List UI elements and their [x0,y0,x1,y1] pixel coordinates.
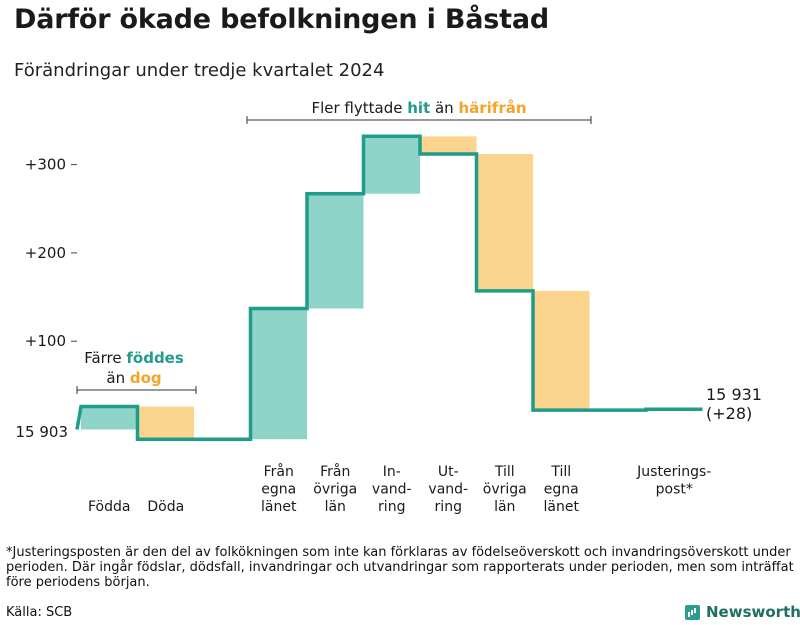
bar-6 [420,136,477,155]
x-label-7-0: Till [494,464,515,480]
footnote: *Justeringsposten är den del av folkökni… [6,545,794,590]
x-label-4-1: övriga [313,482,357,498]
migration-annotation-middle: än [430,99,458,117]
births-annotation-an: än [106,369,129,387]
end-value-label: 15 931 (+28) [706,385,767,423]
x-label-8-0: Till [550,464,571,480]
x-label-7-2: län [494,499,515,515]
x-label-6-1: vand- [428,482,468,498]
chart-bars [81,136,703,440]
births-annotation-foddes: föddes [126,349,183,367]
source-label: Källa: SCB [6,605,73,620]
x-label-3-2: länet [261,499,297,515]
x-axis-labels: Födda DödaFrånegnalänetFrånövrigalänIn-va… [88,463,711,515]
births-annotation-line1: Färre föddes [84,349,184,367]
migration-annotation-harifran: härifrån [458,99,526,117]
bar-3 [250,308,307,440]
x-label-4-2: län [325,499,346,515]
x-label-10-1: post* [656,482,693,498]
x-label-3-1: egna [261,482,296,498]
bar-5 [363,136,420,194]
y-tick-label-0: +100 [25,332,66,350]
migration-annotation-prefix: Fler flyttade [311,99,407,117]
x-label-5-0: In- [383,464,401,480]
brand-logo: Newsworthy [685,603,800,621]
bar-1 [137,406,194,440]
births-annotation-prefix: Färre [84,349,126,367]
page-title: Därför ökade befolkningen i Båstad [14,4,550,35]
x-label-3-0: Från [264,463,294,480]
bar-4 [307,193,364,309]
x-label-0-0: Födda [88,499,130,515]
x-label-4-0: Från [320,463,350,480]
x-label-7-1: övriga [483,482,527,498]
x-label-6-0: Ut- [438,464,459,480]
y-tick-label-2: +300 [25,156,66,174]
births-annotation-line2: än dog [106,369,161,387]
bar-8 [533,290,590,411]
x-label-5-2: ring [378,499,405,515]
bar-chart-icon [685,604,700,620]
x-label-5-1: vand- [372,482,412,498]
migration-annotation: Fler flyttade hit än härifrån [311,99,526,117]
page-subtitle: Förändringar under tredje kvartalet 2024 [14,60,385,81]
end-value-change: (+28) [706,404,752,423]
y-tick-label-1: +200 [25,244,66,262]
births-annotation-dog: dog [130,369,162,387]
cumulative-step-line [75,134,703,441]
waterfall-chart: Fler flyttade hit än härifrån Färre född… [16,99,767,515]
migration-annotation-hit: hit [407,99,430,117]
x-label-8-2: länet [544,499,580,515]
brand-name: Newsworthy [706,603,800,621]
end-value-total: 15 931 [706,385,762,404]
chart-annotations: Fler flyttade hit än härifrån Färre född… [76,99,592,394]
bar-7 [476,154,533,291]
start-value-label: 15 903 [16,423,69,441]
y-axis: +100 +200 +300 [25,156,77,350]
x-label-1-0: Döda [147,499,184,515]
x-label-10-0: Justerings- [636,464,711,480]
x-label-6-2: ring [435,499,462,515]
bar-0 [81,406,138,430]
x-label-8-1: egna [544,482,579,498]
